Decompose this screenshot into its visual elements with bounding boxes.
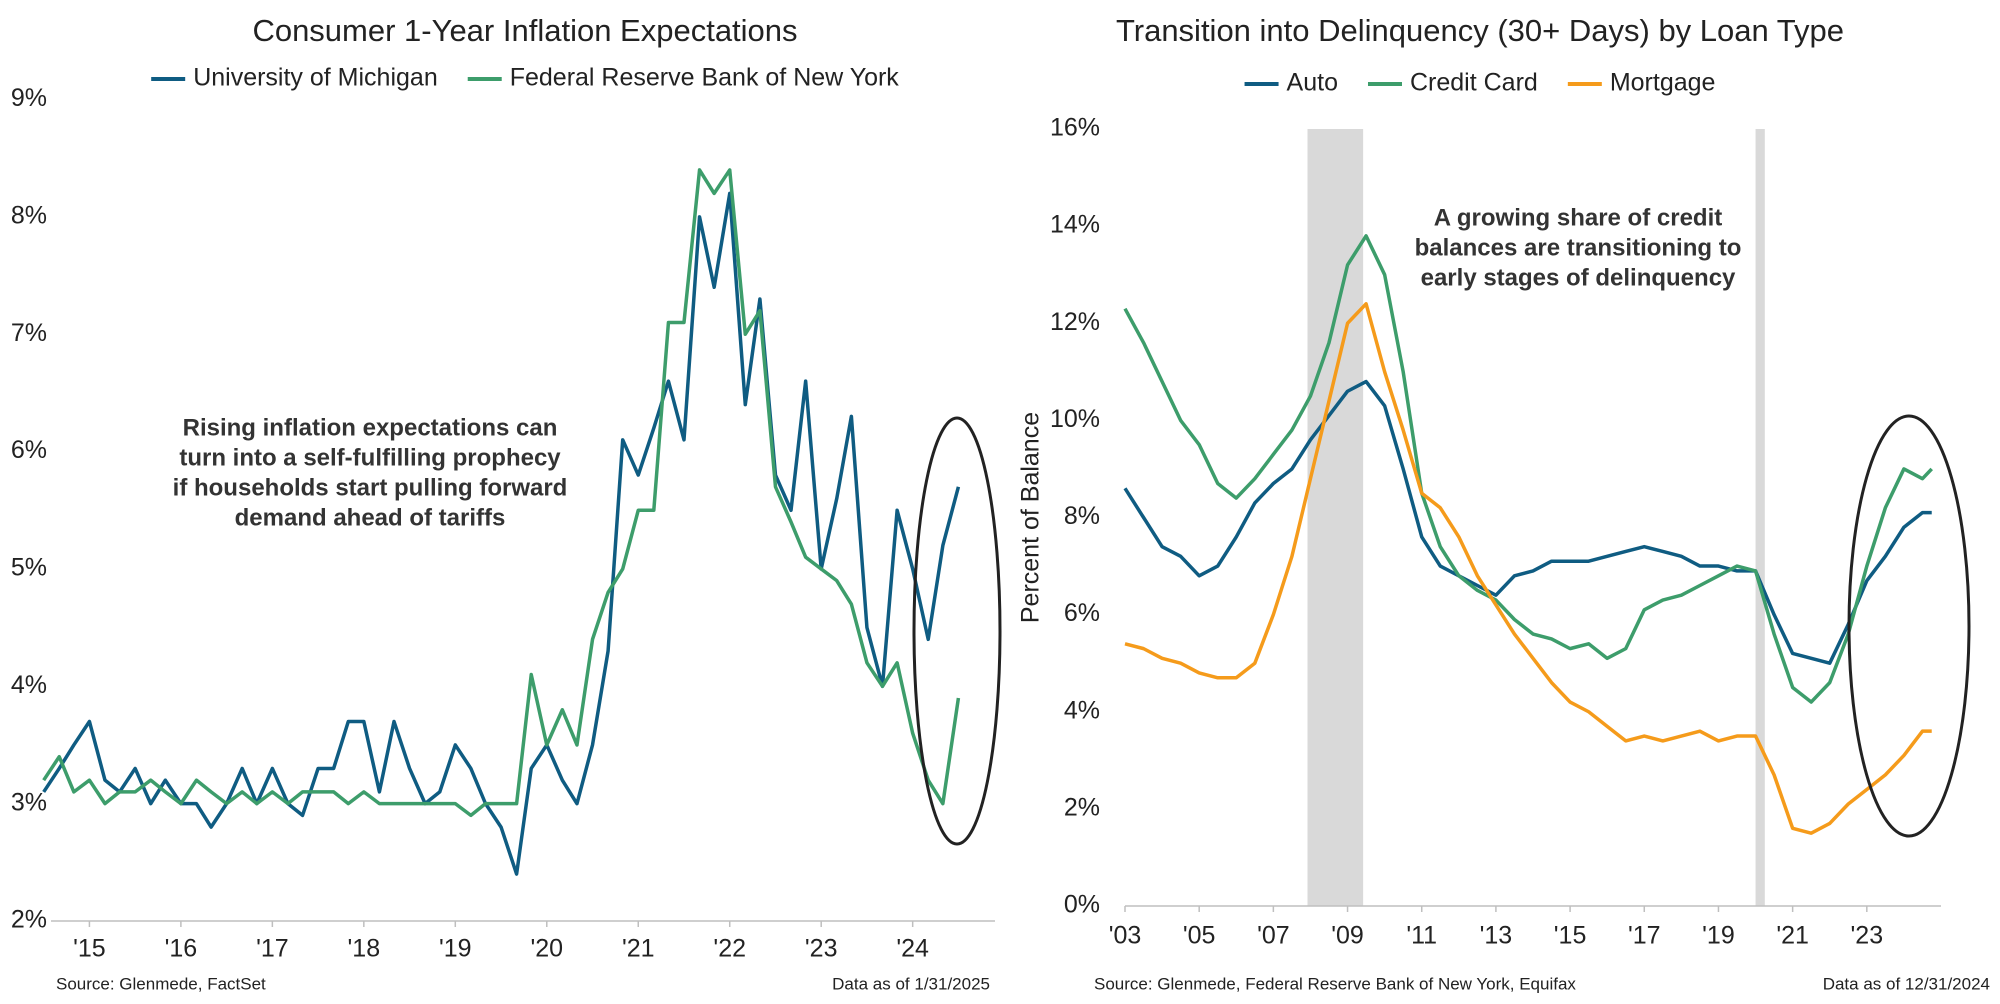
recession-shade [1307, 129, 1364, 906]
y-tick-label: 2% [1064, 793, 1100, 821]
y-tick-label: 0% [1064, 891, 1100, 919]
y-tick-label: 9% [11, 84, 47, 112]
y-tick-label: 6% [11, 436, 47, 464]
y-tick-label: 7% [11, 319, 47, 347]
annotation: if households start pulling forward [173, 474, 568, 501]
highlight-ellipse [1847, 414, 1971, 838]
x-tick-label: '21 [622, 935, 655, 963]
recession-shade [1755, 129, 1765, 906]
annotation: Rising inflation expectations can [183, 414, 558, 441]
annotation: turn into a self-fulfilling prophecy [179, 444, 561, 471]
chart-title: Consumer 1-Year Inflation Expectations [252, 13, 797, 48]
legend: Auto Credit Card Mortgage [1244, 69, 1716, 97]
x-tick-label: '23 [1851, 922, 1884, 950]
series-line [42, 191, 961, 876]
y-tick-label: 3% [11, 788, 47, 816]
legend-label: Credit Card [1410, 69, 1538, 97]
y-tick-label: 8% [11, 201, 47, 229]
chart-title: Transition into Delinquency (30+ Days) b… [1116, 13, 1844, 48]
y-tick-label: 16% [1050, 114, 1100, 142]
x-tick-label: '16 [165, 935, 198, 963]
y-tick-label: 8% [1064, 502, 1100, 530]
x-tick-label: '15 [1554, 922, 1587, 950]
legend-label: Federal Reserve Bank of New York [510, 64, 900, 92]
x-tick-label: '18 [348, 935, 381, 963]
legend-label: University of Michigan [193, 64, 438, 92]
x-tick-label: '13 [1480, 922, 1513, 950]
y-tick-label: 5% [11, 554, 47, 582]
highlight-ellipse [912, 416, 1002, 846]
series-line [1123, 379, 1932, 665]
series-line [1123, 234, 1933, 704]
data-date: Data as of 12/31/2024 [1823, 974, 1990, 993]
x-tick-label: '17 [256, 935, 289, 963]
annotation: early stages of delinquency [1421, 264, 1736, 291]
y-tick-label: 4% [1064, 696, 1100, 724]
x-tick-label: '19 [1702, 922, 1735, 950]
x-tick-label: '11 [1406, 922, 1437, 950]
series-line [42, 168, 961, 818]
x-tick-label: '17 [1628, 922, 1661, 950]
y-tick-label: 6% [1064, 599, 1100, 627]
y-axis-label: Percent of Balance [1017, 412, 1045, 623]
legend-label: Auto [1287, 69, 1338, 97]
y-tick-label: 12% [1050, 308, 1100, 336]
x-tick-label: '22 [713, 935, 746, 963]
y-tick-label: 2% [11, 906, 47, 934]
x-tick-label: '21 [1776, 922, 1809, 950]
annotation: A growing share of credit [1434, 204, 1722, 231]
y-tick-label: 10% [1050, 405, 1100, 433]
x-tick-label: '03 [1109, 922, 1142, 950]
x-tick-label: '23 [805, 935, 838, 963]
data-date: Data as of 1/31/2025 [832, 974, 990, 993]
x-tick-label: '05 [1183, 922, 1216, 950]
x-tick-label: '15 [73, 935, 106, 963]
source-note: Source: Glenmede, Federal Reserve Bank o… [1094, 974, 1576, 993]
legend-label: Mortgage [1610, 69, 1716, 97]
y-tick-label: 4% [11, 671, 47, 699]
series-line [1124, 302, 1932, 835]
annotation: balances are transitioning to [1415, 234, 1742, 261]
x-tick-label: '07 [1257, 922, 1290, 950]
annotation: demand ahead of tariffs [235, 504, 506, 531]
legend: University of Michigan Federal Reserve Ba… [151, 64, 899, 92]
x-tick-label: '24 [896, 935, 929, 963]
x-tick-label: '09 [1331, 922, 1364, 950]
source-note: Source: Glenmede, FactSet [56, 974, 266, 993]
y-tick-label: 14% [1050, 211, 1100, 239]
x-tick-label: '19 [439, 935, 472, 963]
x-tick-label: '20 [530, 935, 563, 963]
